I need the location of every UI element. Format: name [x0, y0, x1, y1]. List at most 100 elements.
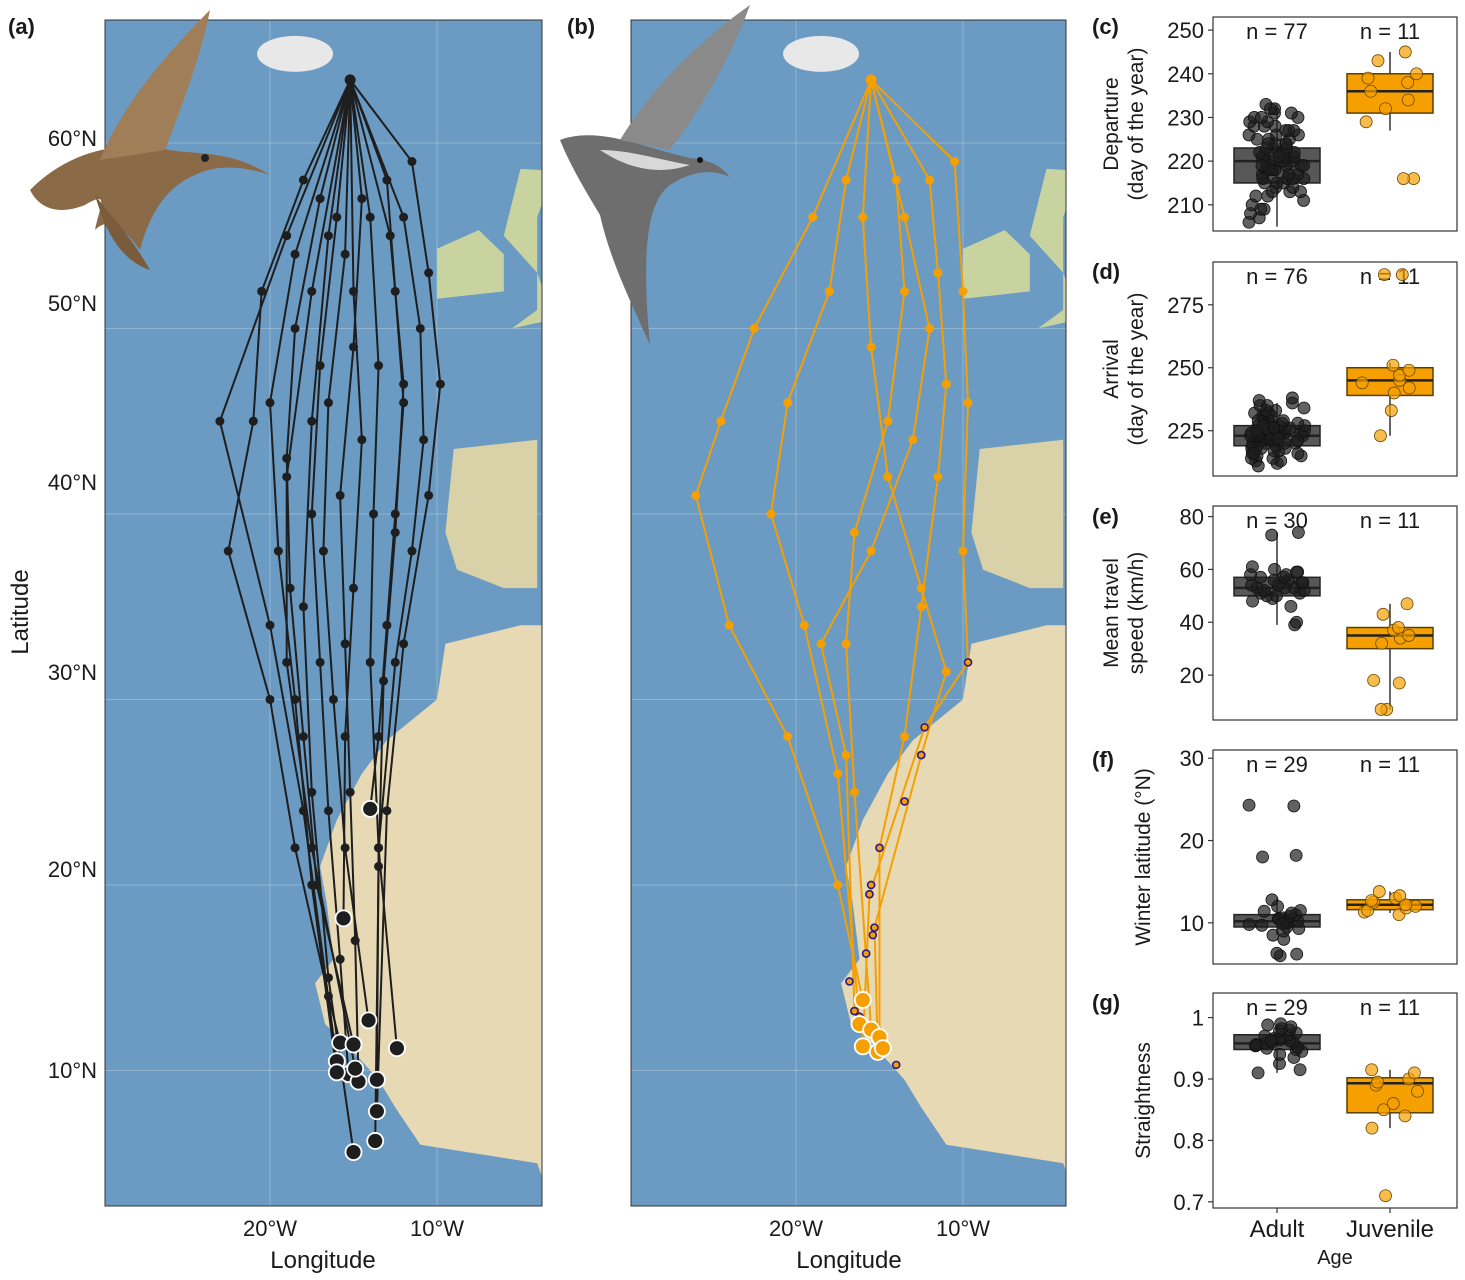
- wintering-point: [344, 1035, 363, 1054]
- map-y-axis-label: Latitude: [7, 569, 34, 654]
- track-fix-point: [399, 212, 409, 222]
- y-tick-label: 0.8: [1173, 1128, 1204, 1153]
- track-fix-point: [369, 509, 379, 519]
- y-axis-label-line: Straightness: [1132, 1042, 1155, 1159]
- track-fix-point: [298, 732, 308, 742]
- panel-label-g: (g): [1092, 990, 1120, 1015]
- track-fix-point: [925, 175, 935, 185]
- stopover-point: [845, 977, 854, 986]
- data-point: [1291, 416, 1305, 430]
- track-fix-point: [749, 323, 759, 333]
- stopover-point: [870, 923, 879, 932]
- data-point: [1271, 431, 1285, 445]
- lat-tick: 30°N: [48, 660, 97, 685]
- y-axis-label-line: (day of the year): [1125, 48, 1148, 201]
- data-point: [1402, 363, 1416, 377]
- data-point: [1296, 576, 1310, 590]
- track-fix-point: [858, 212, 868, 222]
- data-point: [1274, 1017, 1288, 1031]
- y-axis-label-line: Winter latitude (°N): [1132, 768, 1155, 946]
- track-fix-point: [435, 379, 445, 389]
- sample-size-label: n = 29: [1246, 752, 1308, 777]
- track-fix-point: [424, 268, 434, 278]
- track-fix-point: [323, 398, 333, 408]
- data-point: [1257, 904, 1271, 918]
- lon-tick: 20°W: [769, 1216, 823, 1241]
- category-label-adult: Adult: [1250, 1216, 1305, 1243]
- data-point: [1402, 381, 1416, 395]
- panel-label-e: (e): [1092, 504, 1119, 529]
- data-point: [1265, 893, 1279, 907]
- age-axis-label: Age: [1317, 1247, 1353, 1269]
- data-point: [1374, 703, 1388, 716]
- y-tick-label: 0.7: [1173, 1190, 1204, 1215]
- wintering-point: [334, 909, 353, 928]
- track-fix-point: [340, 732, 350, 742]
- track-fix-point: [290, 249, 300, 259]
- data-point: [1255, 111, 1268, 124]
- track-fix-point: [716, 416, 726, 426]
- track-fix-point: [399, 379, 409, 389]
- track-fix-point: [399, 398, 409, 408]
- y-tick-label: 230: [1167, 105, 1204, 130]
- longitude-tick-labels: 20°W 10°W 20°W 10°W: [243, 1216, 990, 1241]
- migration-track: [310, 79, 352, 1075]
- lon-tick: 10°W: [936, 1216, 990, 1241]
- track-fix-point: [265, 398, 275, 408]
- y-tick-label: 20: [1180, 829, 1204, 854]
- track-fix-point: [900, 212, 910, 222]
- track-fix-point: [307, 286, 317, 296]
- stopover-point: [866, 880, 876, 890]
- track-fix-point: [315, 194, 325, 204]
- y-axis-label: Departure(day of the year): [1100, 48, 1148, 201]
- track-fix-point: [958, 286, 968, 296]
- data-point: [1291, 434, 1305, 448]
- data-point: [1355, 376, 1369, 390]
- plot-frame: [1212, 749, 1458, 965]
- data-point: [1365, 1063, 1379, 1077]
- data-point: [1270, 946, 1284, 960]
- stopover-point: [920, 722, 929, 732]
- stopover-point: [865, 889, 874, 899]
- data-point: [1276, 917, 1290, 931]
- track-fix-point: [849, 528, 859, 537]
- track-fix-point: [282, 657, 292, 667]
- track-fix-point: [808, 212, 818, 222]
- data-point: [1392, 621, 1405, 634]
- track-fix-point: [841, 750, 851, 760]
- ireland-landmass: [437, 230, 504, 299]
- data-point: [1268, 563, 1281, 576]
- data-point: [1290, 615, 1303, 629]
- track-fix-point: [340, 249, 350, 259]
- track-fix-point: [941, 667, 951, 677]
- data-point: [1365, 1121, 1379, 1135]
- wintering-point: [327, 1063, 346, 1082]
- data-point: [1255, 918, 1269, 932]
- track-fix-point: [816, 639, 826, 649]
- track-fix-point: [315, 657, 325, 667]
- track-fix-point: [365, 212, 375, 222]
- wintering-point: [346, 1059, 365, 1078]
- y-tick-label: 80: [1180, 505, 1204, 530]
- category-label-juvenile: Juvenile: [1346, 1216, 1434, 1243]
- data-point: [1293, 904, 1307, 917]
- data-point: [1297, 159, 1311, 172]
- map-panel-a: [105, 20, 542, 1206]
- data-point: [1284, 599, 1298, 613]
- data-point: [1377, 268, 1391, 281]
- data-point: [1242, 798, 1256, 812]
- track-fix-point: [883, 472, 893, 482]
- lat-tick: 50°N: [48, 291, 97, 316]
- track-fix-point: [399, 639, 409, 649]
- stopover-point: [868, 930, 878, 940]
- migration-track: [285, 79, 357, 1069]
- y-tick-label: 250: [1167, 18, 1204, 43]
- data-point: [1371, 1075, 1385, 1089]
- wintering-point: [361, 799, 380, 818]
- track-fix-point: [916, 583, 926, 593]
- data-point: [1261, 1018, 1275, 1032]
- data-point: [1387, 386, 1401, 400]
- data-point: [1290, 947, 1304, 961]
- track-fix-point: [285, 583, 295, 593]
